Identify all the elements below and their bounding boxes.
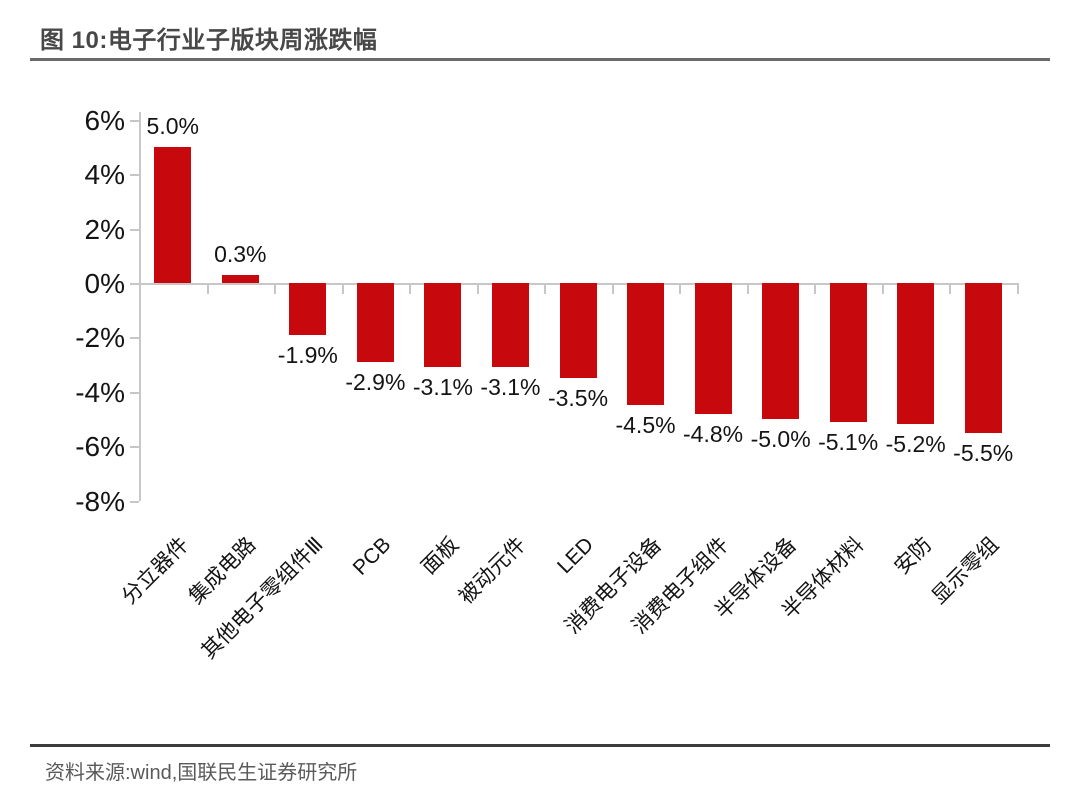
- x-axis-tick: [679, 285, 682, 294]
- chart-bar: [964, 283, 1002, 433]
- x-axis-category-label: 分立器件: [117, 533, 194, 609]
- y-axis-label: 4%: [84, 159, 125, 191]
- chart-bar: [694, 283, 732, 414]
- x-axis-tick: [341, 285, 344, 294]
- x-axis-tick: [139, 285, 141, 294]
- y-axis-tick: [130, 500, 139, 503]
- chart-bar: [897, 283, 935, 425]
- y-axis-tick: [130, 228, 139, 231]
- bar-value-label: -4.8%: [683, 420, 744, 447]
- chart-bar: [829, 283, 867, 422]
- x-axis-category-label: PCB: [348, 533, 396, 580]
- y-axis-label: -2%: [75, 322, 125, 354]
- y-axis-tick: [130, 391, 139, 394]
- bar-value-label: -3.5%: [547, 385, 609, 412]
- y-axis-tick: [130, 174, 139, 177]
- bar-chart: 6% 4% 2% 0% -2% -4% -6% -8% 5.0% 分立器件 0.3% 集成电路 -1.9…: [75, 104, 1019, 664]
- source-note: 资料来源:wind,国联民生证券研究所: [45, 762, 358, 784]
- chart-bar: [491, 283, 529, 368]
- x-axis-tick: [476, 285, 479, 294]
- x-axis-tick: [611, 285, 614, 294]
- x-axis-tick: [206, 285, 209, 294]
- y-axis-label: -8%: [75, 485, 125, 517]
- x-axis-tick: [949, 285, 952, 294]
- x-axis-category-label: 其他电子零组件Ⅲ: [197, 533, 329, 664]
- y-axis-tick: [130, 446, 139, 449]
- x-axis-tick: [409, 285, 412, 294]
- bar-value-label: -4.5%: [615, 412, 676, 439]
- figure-title: 图 10:电子行业子版块周涨跌幅: [40, 27, 378, 54]
- y-axis-line: [139, 112, 141, 501]
- x-axis-tick: [1017, 285, 1019, 294]
- x-axis-category-label: 面板: [417, 533, 464, 579]
- bar-value-label: 5.0%: [146, 113, 199, 139]
- x-axis-category-label: 安防: [890, 533, 936, 579]
- chart-bar: [424, 283, 462, 368]
- title-divider: [30, 58, 1050, 61]
- bar-value-label: -5.5%: [953, 439, 1014, 466]
- x-axis-tick: [881, 285, 884, 294]
- chart-bar: [356, 283, 394, 362]
- bar-value-label: -5.1%: [818, 428, 879, 455]
- y-axis-tick: [130, 337, 139, 340]
- y-axis-label: -6%: [75, 431, 125, 463]
- y-axis-tick: [130, 119, 139, 122]
- x-axis-tick: [544, 285, 547, 294]
- bar-value-label: 0.3%: [214, 240, 267, 267]
- x-axis-tick: [274, 285, 277, 294]
- x-axis-tick: [814, 285, 817, 294]
- footer-divider: [30, 744, 1050, 747]
- chart-bar: [221, 274, 259, 283]
- bar-value-label: -2.9%: [345, 368, 406, 395]
- x-axis-category-label: 被动元件: [455, 533, 531, 609]
- chart-bar: [289, 283, 327, 335]
- y-axis-label: 2%: [84, 213, 125, 245]
- y-axis-label: 6%: [84, 104, 125, 136]
- bar-value-label: -3.1%: [480, 374, 541, 401]
- x-axis-category-label: 显示零组: [927, 533, 1004, 609]
- chart-bar: [762, 283, 800, 419]
- chart-bar: [559, 283, 597, 379]
- y-axis-label: 0%: [84, 268, 125, 299]
- bar-value-label: -5.2%: [885, 431, 946, 458]
- chart-bar: [154, 147, 192, 283]
- chart-bar: [627, 283, 665, 406]
- bar-value-label: -3.1%: [412, 374, 473, 401]
- bar-value-label: -1.9%: [277, 341, 338, 368]
- x-axis-category-label: LED: [553, 533, 599, 579]
- y-axis-label: -4%: [75, 376, 125, 408]
- bar-value-label: -5.0%: [750, 426, 811, 452]
- y-axis-tick: [130, 283, 139, 285]
- x-axis-tick: [746, 285, 749, 294]
